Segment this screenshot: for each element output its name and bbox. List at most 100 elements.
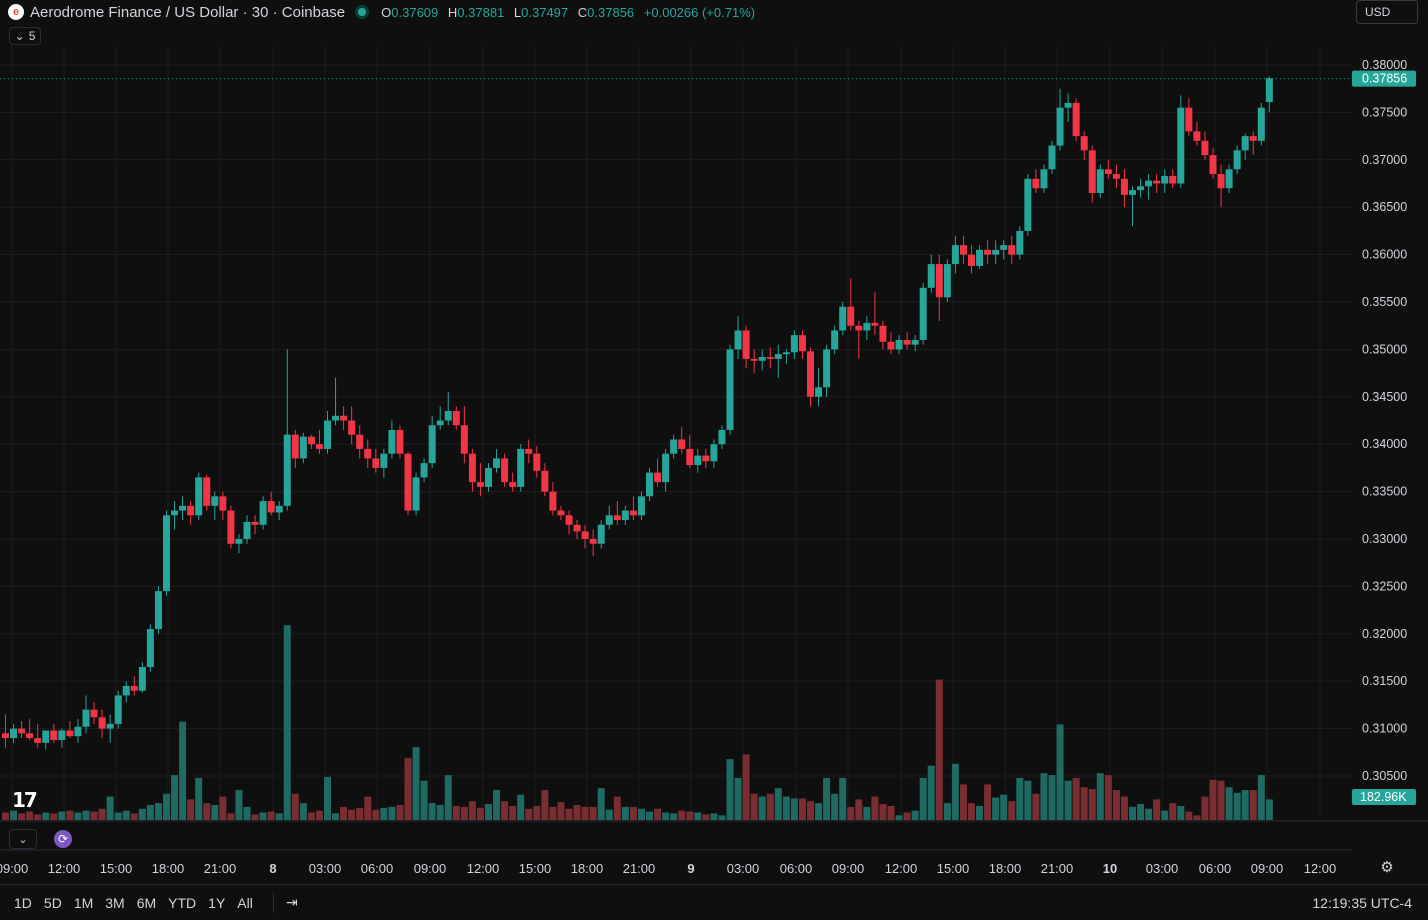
volume-bar [549, 806, 557, 820]
volume-bar [517, 794, 525, 820]
volume-bar [275, 813, 283, 820]
candle-body [235, 539, 243, 544]
candle-body [992, 249, 1000, 255]
volume-bar [710, 813, 718, 820]
volume-bar [307, 812, 315, 820]
price-tick-label: 0.38000 [1362, 58, 1407, 72]
time-tick-label: 21:00 [204, 861, 237, 876]
time-tick-label: 15:00 [937, 861, 970, 876]
candle-body [509, 482, 517, 487]
candle-body [597, 524, 605, 544]
candle-body [211, 496, 219, 506]
candle-body [34, 738, 42, 743]
volume-bar [718, 815, 726, 820]
candle-body [1249, 136, 1257, 141]
volume-bar [1177, 805, 1185, 820]
volume-bar [959, 784, 967, 820]
time-tick-label: 18:00 [152, 861, 185, 876]
open-label: O [381, 4, 392, 20]
volume-bar [1233, 792, 1241, 820]
price-tick-label: 0.34500 [1362, 390, 1407, 404]
candle-body [251, 521, 259, 525]
range-ytd-button[interactable]: YTD [168, 894, 197, 911]
candle-body [307, 436, 315, 445]
live-status-icon[interactable] [355, 5, 370, 19]
price-tick-label: 0.33000 [1362, 532, 1407, 546]
range-3m-button[interactable]: 3M [105, 894, 125, 911]
candle-body [163, 515, 170, 592]
aerodrome-logo-icon[interactable]: e [8, 4, 24, 20]
last-volume-badge [1352, 789, 1416, 805]
utc-clock[interactable]: 12:19:35 UTC-4 [1312, 894, 1412, 911]
volume-bar [299, 803, 307, 820]
time-tick-label: 03:00 [1146, 861, 1179, 876]
candle-body [1080, 136, 1088, 151]
candle-body [1032, 178, 1040, 189]
volume-bar [1080, 787, 1088, 820]
volume-bar [219, 796, 227, 820]
volume-bar [211, 805, 219, 820]
volume-bar [581, 806, 589, 820]
volume-indicator-toggle[interactable]: ⌄ [9, 829, 37, 849]
volume-bar [976, 805, 984, 820]
range-6m-button[interactable]: 6M [136, 894, 157, 911]
indicator-count: 5 [28, 29, 36, 43]
range-1d-button[interactable]: 1D [14, 894, 32, 911]
volume-bar [654, 808, 662, 820]
volume-bar [460, 806, 468, 820]
volume-bar [686, 811, 694, 820]
candle-body [823, 349, 831, 388]
candle-body [372, 458, 380, 468]
candle-body [782, 352, 790, 355]
range-1y-button[interactable]: 1Y [208, 894, 226, 911]
volume-bar [831, 793, 839, 820]
indicators-collapse-button[interactable]: ⌄ 5 [9, 27, 41, 45]
volume-bar [146, 805, 154, 820]
volume-bar [943, 803, 951, 820]
volume-bar [1145, 808, 1153, 820]
time-tick-label: 18:00 [989, 861, 1022, 876]
last-price-badge [1352, 70, 1416, 87]
candle-body [887, 341, 895, 350]
date-range-icon[interactable]: ⇥ [272, 892, 302, 913]
volume-bar [34, 814, 42, 820]
candle-body [847, 306, 855, 326]
price-tick-label: 0.36000 [1362, 248, 1407, 262]
candle-body [541, 470, 549, 492]
time-tick-label: 03:00 [309, 861, 342, 876]
candle-body [871, 322, 879, 326]
candle-body [637, 496, 645, 516]
volume-bar [1088, 789, 1096, 820]
reload-icon[interactable]: ⟳ [54, 830, 72, 848]
volume-bar [678, 810, 686, 820]
time-tick-label: 8 [269, 861, 276, 876]
volume-bar [1217, 780, 1225, 820]
volume-bar [670, 813, 678, 820]
candle-body [18, 728, 26, 734]
currency-label: USD [1365, 5, 1391, 19]
range-1m-button[interactable]: 1M [73, 894, 94, 911]
chevron-down-icon: ⌄ [14, 29, 25, 43]
range-5d-button[interactable]: 5D [43, 894, 62, 911]
volume-bar [58, 811, 66, 820]
volume-bar [485, 804, 492, 820]
symbol-legend: e Aerodrome Finance / US Dollar · 30 · C… [8, 2, 761, 22]
candle-body [1000, 245, 1008, 250]
time-axis: 09:00 12:00 15:00 18:00 21:00 8 03:00 06:00 09:0… [0, 861, 1336, 876]
candle-body [863, 322, 871, 331]
currency-select[interactable]: USD [1356, 0, 1418, 24]
candle-body [1201, 140, 1209, 156]
time-tick-label: 12:00 [1304, 861, 1337, 876]
volume-bar [106, 796, 114, 820]
settings-icon[interactable]: ⚙ [1380, 859, 1394, 876]
candle-body [557, 510, 565, 516]
volume-bar [525, 808, 533, 820]
bottom-toolbar: 1D 5D 1M 3M 6M YTD 1Y All ⇥ 12:19:35 UTC… [0, 884, 1428, 920]
symbol-title[interactable]: Aerodrome Finance / US Dollar · 30 · Coi… [30, 3, 346, 21]
volume-bar [332, 813, 340, 820]
time-tick-label: 09:00 [832, 861, 865, 876]
tradingview-logo-icon[interactable]: 17 [12, 788, 38, 812]
candle-body [629, 510, 637, 516]
range-all-button[interactable]: All [237, 894, 253, 911]
